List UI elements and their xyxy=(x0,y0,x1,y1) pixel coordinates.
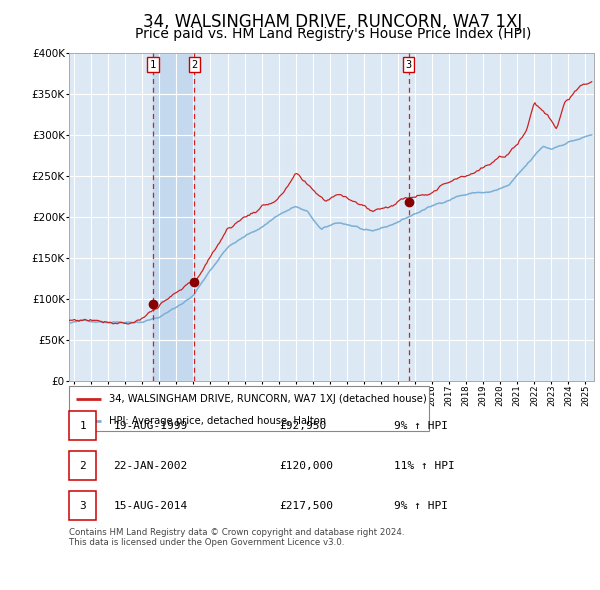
Text: £120,000: £120,000 xyxy=(279,461,333,471)
Text: 3: 3 xyxy=(406,60,412,70)
Text: 34, WALSINGHAM DRIVE, RUNCORN, WA7 1XJ (detached house): 34, WALSINGHAM DRIVE, RUNCORN, WA7 1XJ (… xyxy=(109,394,427,404)
Text: 9% ↑ HPI: 9% ↑ HPI xyxy=(395,502,449,511)
Text: £217,500: £217,500 xyxy=(279,502,333,511)
Bar xyxy=(69,451,96,480)
Text: 3: 3 xyxy=(79,502,86,511)
Text: Contains HM Land Registry data © Crown copyright and database right 2024.
This d: Contains HM Land Registry data © Crown c… xyxy=(69,528,404,548)
Bar xyxy=(69,491,96,520)
Bar xyxy=(153,53,194,381)
Text: 2: 2 xyxy=(79,461,86,471)
Bar xyxy=(69,411,96,440)
Text: 2: 2 xyxy=(191,60,197,70)
Text: HPI: Average price, detached house, Halton: HPI: Average price, detached house, Halt… xyxy=(109,416,326,426)
Text: 11% ↑ HPI: 11% ↑ HPI xyxy=(395,461,455,471)
Text: 34, WALSINGHAM DRIVE, RUNCORN, WA7 1XJ: 34, WALSINGHAM DRIVE, RUNCORN, WA7 1XJ xyxy=(143,13,523,31)
Text: 1: 1 xyxy=(79,421,86,431)
Text: 22-JAN-2002: 22-JAN-2002 xyxy=(113,461,188,471)
Text: 9% ↑ HPI: 9% ↑ HPI xyxy=(395,421,449,431)
Text: 15-AUG-2014: 15-AUG-2014 xyxy=(113,502,188,511)
Text: £92,950: £92,950 xyxy=(279,421,326,431)
Text: 1: 1 xyxy=(150,60,156,70)
Text: 19-AUG-1999: 19-AUG-1999 xyxy=(113,421,188,431)
Text: Price paid vs. HM Land Registry's House Price Index (HPI): Price paid vs. HM Land Registry's House … xyxy=(135,27,531,41)
